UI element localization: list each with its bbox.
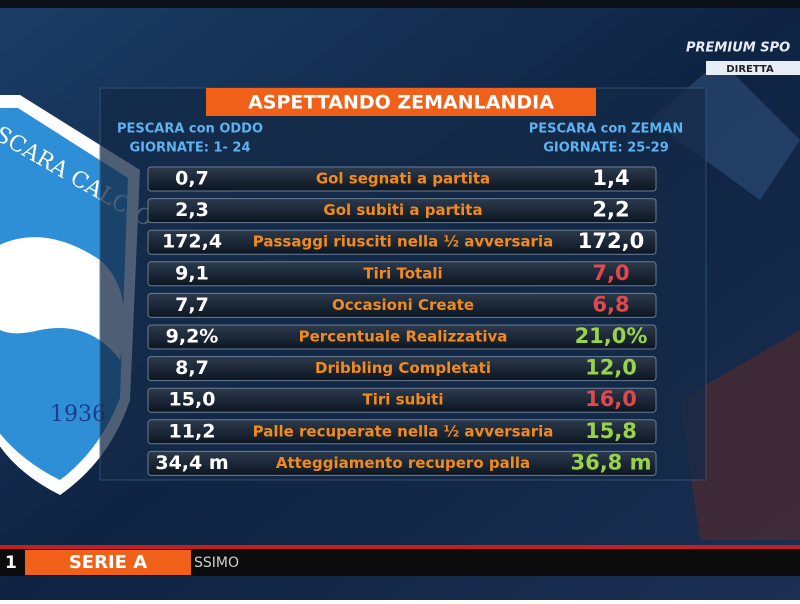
column-header: PESCARA con ODDO <box>117 122 263 137</box>
left-value: 8,7 <box>175 357 209 379</box>
left-value: 9,2% <box>166 326 219 348</box>
right-value: 1,4 <box>592 166 629 190</box>
right-value: 36,8 m <box>570 450 651 474</box>
stat-name: Palle recuperate nella ½ avversaria <box>253 422 554 440</box>
stat-name: Gol segnati a partita <box>316 170 490 188</box>
right-value: 2,2 <box>592 198 629 222</box>
row-bar <box>147 292 657 318</box>
ticker-number: 1 <box>5 553 17 573</box>
ticker-next: SSIMO <box>194 555 239 571</box>
stat-name: Atteggiamento recupero palla <box>276 454 530 472</box>
row-bar <box>147 166 657 192</box>
stat-name: Occasioni Create <box>332 296 474 314</box>
crest-year: 1936 <box>50 402 106 427</box>
row-bar <box>147 419 657 445</box>
right-value: 21,0% <box>575 324 648 348</box>
row-bar <box>147 261 657 287</box>
right-value: 172,0 <box>578 229 644 253</box>
left-value: 15,0 <box>169 389 216 411</box>
left-value: 9,1 <box>175 262 209 284</box>
ticker-label-bg <box>25 550 191 575</box>
column-header: GIORNATE: 1- 24 <box>129 141 250 156</box>
live-badge: DIRETTA <box>726 64 774 75</box>
left-value: 2,3 <box>175 199 209 221</box>
ticker-line <box>0 545 800 549</box>
left-value: 11,2 <box>169 420 216 442</box>
broadcaster-logo: PREMIUM SPO <box>686 41 790 56</box>
left-value: 7,7 <box>175 294 209 316</box>
ticker-label: SERIE A <box>69 552 147 573</box>
stat-name: Tiri subiti <box>363 391 444 409</box>
column-header: PESCARA con ZEMAN <box>529 122 684 137</box>
top-strip <box>0 0 800 8</box>
row-bar <box>147 356 657 382</box>
stat-name: Dribbling Completati <box>315 359 491 377</box>
table-title: ASPETTANDO ZEMANLANDIA <box>248 92 554 114</box>
right-value: 6,8 <box>592 292 629 316</box>
stat-name: Percentuale Realizzativa <box>299 328 508 346</box>
stat-name: Tiri Totali <box>363 264 442 282</box>
decor <box>680 330 800 540</box>
right-value: 16,0 <box>585 387 637 411</box>
stat-name: Gol subiti a partita <box>323 201 482 219</box>
stat-name: Passaggi riusciti nella ½ avversaria <box>253 233 553 251</box>
row-bar <box>147 387 657 413</box>
right-value: 12,0 <box>585 356 637 380</box>
right-value: 15,8 <box>585 419 637 443</box>
title-bar <box>206 88 596 116</box>
right-value: 7,0 <box>592 261 629 285</box>
left-value: 0,7 <box>175 168 209 190</box>
live-badge-bg <box>706 61 800 75</box>
row-bar <box>147 324 657 350</box>
row-bar <box>147 450 657 476</box>
row-bar <box>147 229 657 255</box>
left-value: 172,4 <box>162 231 222 253</box>
column-header: GIORNATE: 25-29 <box>543 141 669 156</box>
left-value: 34,4 m <box>155 452 228 474</box>
row-bar <box>147 198 657 224</box>
table: PESCARA con ODDO GIORNATE: 1- 24 PESCARA c… <box>117 122 683 476</box>
